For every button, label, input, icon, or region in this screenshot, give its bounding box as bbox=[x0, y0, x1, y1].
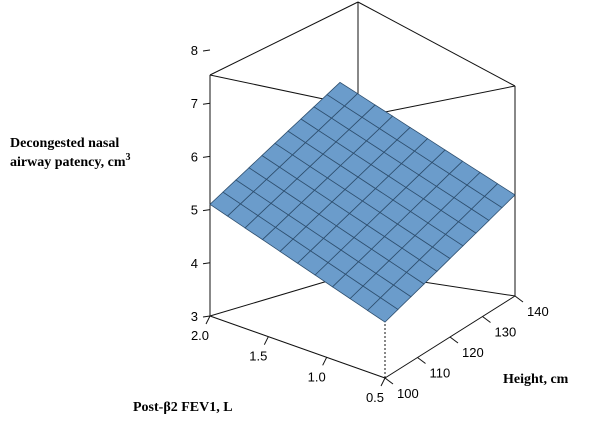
surface-facet bbox=[326, 81, 359, 107]
z-axis-label-line2: airway patency, cm3 bbox=[10, 152, 130, 170]
y-tick-mark bbox=[322, 357, 328, 366]
box-edge-top-front-right bbox=[384, 85, 516, 113]
z-tick-label: 7 bbox=[191, 96, 198, 111]
x-tick-label: 100 bbox=[397, 386, 419, 401]
x-tick-mark bbox=[384, 377, 394, 385]
y-tick-mark bbox=[263, 336, 269, 345]
z-tick-label: 6 bbox=[191, 149, 198, 164]
z-tick-mark bbox=[202, 102, 211, 105]
box-edge-bottom-left bbox=[209, 315, 386, 379]
x-tick-label: 140 bbox=[527, 304, 549, 319]
z-axis-label-superscript: 3 bbox=[125, 152, 130, 163]
y-tick-label: 0.5 bbox=[366, 390, 384, 405]
x-axis-label: Height, cm bbox=[503, 372, 569, 387]
z-axis-label: Decongested nasal bbox=[10, 136, 119, 151]
z-tick-mark bbox=[202, 209, 211, 212]
x-tick-label: 120 bbox=[462, 345, 484, 360]
box-edge-top-left bbox=[209, 1, 359, 76]
box-edge-top-right bbox=[357, 1, 516, 87]
x-tick-label: 110 bbox=[430, 366, 451, 381]
y-tick-mark bbox=[380, 377, 386, 387]
x-tick-mark bbox=[514, 295, 524, 303]
z-tick-mark bbox=[202, 315, 211, 318]
z-tick-label: 5 bbox=[191, 203, 198, 218]
x-tick-mark bbox=[449, 336, 459, 344]
x-tick-mark bbox=[482, 316, 491, 323]
y-tick-label: 1.0 bbox=[308, 369, 326, 384]
regression-surface bbox=[209, 81, 516, 323]
z-tick-label: 4 bbox=[191, 256, 198, 271]
y-tick-mark bbox=[205, 315, 211, 325]
z-tick-label: 8 bbox=[191, 43, 198, 58]
z-tick-label: 3 bbox=[191, 309, 198, 324]
axis-ticks: 3 4 5 6 7 8 0.5 1.0 1.5 2.0 100 110 120 130 140 bbox=[191, 43, 549, 405]
z-tick-mark bbox=[202, 155, 211, 158]
x-tick-label: 130 bbox=[495, 325, 517, 340]
z-tick-mark bbox=[202, 262, 211, 265]
x-tick-mark bbox=[417, 357, 426, 364]
y-tick-label: 1.5 bbox=[249, 349, 267, 364]
y-axis-label: Post-β2 FEV1, L bbox=[133, 400, 233, 415]
z-tick-mark bbox=[202, 49, 211, 52]
y-tick-label: 2.0 bbox=[191, 328, 209, 343]
